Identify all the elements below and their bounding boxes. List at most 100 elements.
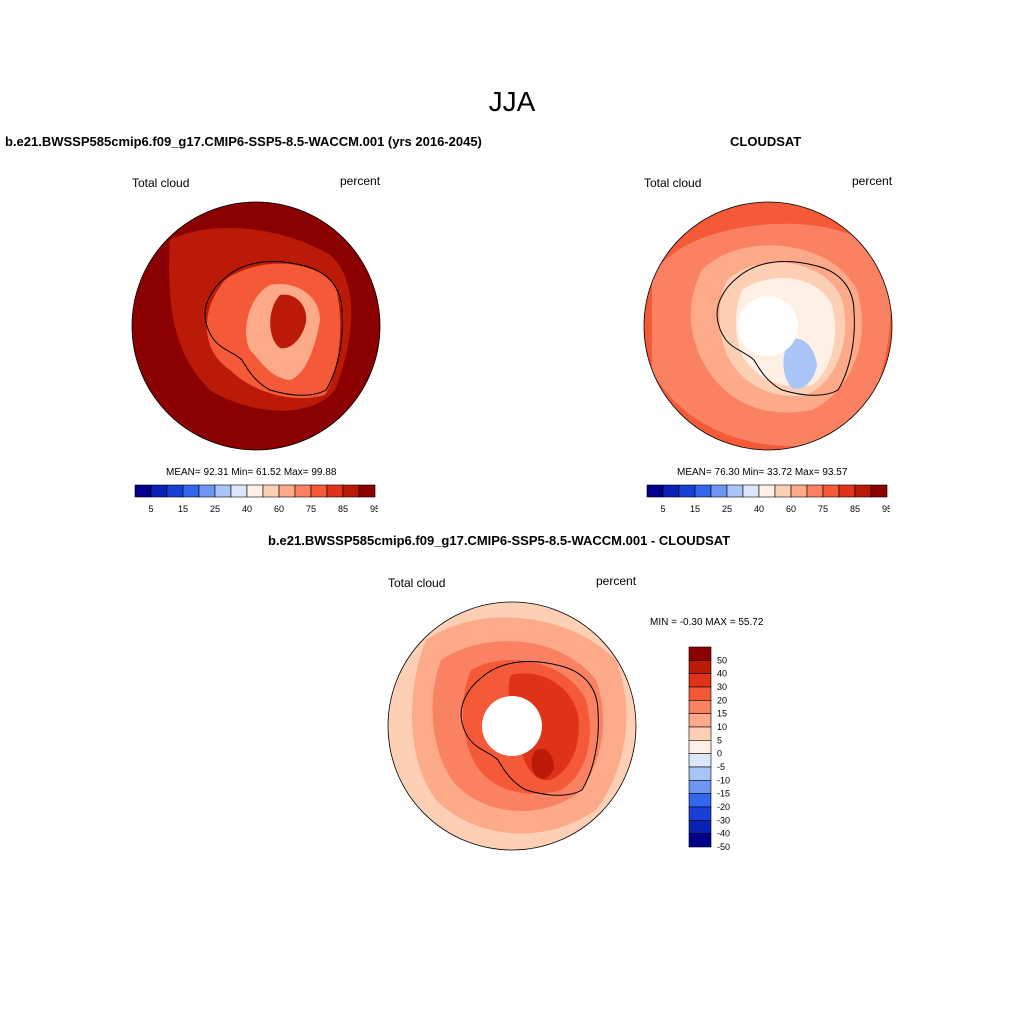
colorbar-label: -30 bbox=[717, 815, 730, 825]
colorbar-swatch bbox=[294, 484, 312, 498]
colorbar-swatch bbox=[150, 484, 168, 498]
colorbar-swatch bbox=[688, 780, 712, 794]
panel1-coastline bbox=[204, 261, 343, 396]
colorbar-swatch bbox=[854, 484, 872, 498]
colorbar-swatch bbox=[646, 484, 664, 498]
panel3-map bbox=[387, 601, 637, 851]
colorbar-label: 85 bbox=[850, 504, 860, 514]
colorbar-label: 75 bbox=[818, 504, 828, 514]
panel3-stats: MIN = -0.30 MAX = 55.72 bbox=[650, 617, 764, 628]
panel2-ross-ice bbox=[783, 338, 817, 389]
colorbar-label: 40 bbox=[717, 669, 727, 679]
colorbar-label: -40 bbox=[717, 829, 730, 839]
colorbar-label: 5 bbox=[717, 735, 722, 745]
colorbar-swatch bbox=[262, 484, 280, 498]
colorbar-label: 5 bbox=[660, 504, 665, 514]
colorbar-label: 15 bbox=[690, 504, 700, 514]
colorbar-swatch bbox=[806, 484, 824, 498]
colorbar-swatch bbox=[688, 740, 712, 754]
panel1-map bbox=[131, 201, 381, 451]
colorbar-swatch bbox=[688, 660, 712, 674]
colorbar-swatch bbox=[688, 713, 712, 728]
panel2-stats: MEAN= 76.30 Min= 33.72 Max= 93.57 bbox=[677, 467, 848, 478]
panel2-units: percent bbox=[852, 174, 893, 188]
colorbar-label: 75 bbox=[306, 504, 316, 514]
panel1-variable: Total cloud bbox=[132, 176, 190, 190]
colorbar-swatch bbox=[742, 484, 760, 498]
colorbar-label: 0 bbox=[717, 749, 722, 759]
colorbar-swatch bbox=[774, 484, 792, 498]
colorbar-swatch bbox=[710, 484, 728, 498]
colorbar-swatch bbox=[310, 484, 328, 498]
colorbar-swatch bbox=[688, 833, 712, 848]
colorbar-label: 15 bbox=[178, 504, 188, 514]
colorbar-swatch bbox=[688, 686, 712, 701]
colorbar-swatch bbox=[688, 700, 712, 714]
colorbar-swatch bbox=[214, 484, 232, 498]
colorbar-swatch bbox=[688, 646, 712, 661]
colorbar-swatch bbox=[246, 484, 264, 498]
colorbar-label: 30 bbox=[717, 682, 727, 692]
panel2-colorbar: 5 15 25 40 60 75 85 95 bbox=[646, 484, 890, 514]
colorbar-swatch bbox=[278, 484, 296, 498]
colorbar-swatch bbox=[134, 484, 152, 498]
colorbar-swatch bbox=[688, 726, 712, 741]
colorbar-swatch bbox=[688, 673, 712, 688]
panel2-polar-hole bbox=[738, 296, 798, 356]
colorbar-swatch bbox=[198, 484, 216, 498]
colorbar-label: -50 bbox=[717, 842, 730, 850]
colorbar-label: 50 bbox=[717, 655, 727, 665]
colorbar-label: 10 bbox=[717, 722, 727, 732]
colorbar-swatch bbox=[688, 793, 712, 808]
colorbar-swatch bbox=[230, 484, 248, 498]
panel1-units: percent bbox=[340, 174, 381, 188]
colorbar-swatch bbox=[326, 484, 344, 498]
colorbar-label: 60 bbox=[274, 504, 284, 514]
panel1-colorbar: 5 15 25 40 60 75 85 95 bbox=[134, 484, 378, 514]
panel2-coastline bbox=[716, 261, 855, 396]
panel2-variable: Total cloud bbox=[644, 176, 702, 190]
colorbar-swatch bbox=[822, 484, 840, 498]
colorbar-label: 25 bbox=[210, 504, 220, 514]
colorbar-swatch bbox=[688, 753, 712, 768]
colorbar-swatch bbox=[688, 766, 712, 781]
panel2-title: CLOUDSAT bbox=[730, 134, 802, 149]
panel1-title: b.e21.BWSSP585cmip6.f09_g17.CMIP6-SSP5-8… bbox=[5, 134, 482, 149]
panel3-variable: Total cloud bbox=[388, 576, 446, 590]
colorbar-swatch bbox=[342, 484, 360, 498]
panel2-map bbox=[643, 201, 893, 451]
panel3-max-region bbox=[531, 748, 554, 779]
colorbar-swatch bbox=[166, 484, 184, 498]
season-title: JJA bbox=[488, 86, 536, 117]
colorbar-label: 40 bbox=[754, 504, 764, 514]
colorbar-label: 95 bbox=[882, 504, 890, 514]
colorbar-swatch bbox=[758, 484, 776, 498]
colorbar-swatch bbox=[838, 484, 856, 498]
colorbar-label: 20 bbox=[717, 695, 727, 705]
colorbar-label: 85 bbox=[338, 504, 348, 514]
colorbar-swatch bbox=[662, 484, 680, 498]
colorbar-swatch bbox=[694, 484, 712, 498]
colorbar-label: -5 bbox=[717, 762, 725, 772]
panel3-title: b.e21.BWSSP585cmip6.f09_g17.CMIP6-SSP5-8… bbox=[268, 533, 731, 548]
colorbar-label: 5 bbox=[148, 504, 153, 514]
panel3-polar-hole bbox=[482, 696, 542, 756]
colorbar-swatch bbox=[870, 484, 888, 498]
colorbar-label: -15 bbox=[717, 789, 730, 799]
colorbar-label: 60 bbox=[786, 504, 796, 514]
colorbar-swatch bbox=[726, 484, 744, 498]
colorbar-swatch bbox=[790, 484, 808, 498]
colorbar-label: 40 bbox=[242, 504, 252, 514]
colorbar-swatch bbox=[678, 484, 696, 498]
panel3-units: percent bbox=[596, 574, 637, 588]
panel1-stats: MEAN= 92.31 Min= 61.52 Max= 99.88 bbox=[166, 467, 337, 478]
colorbar-label: 25 bbox=[722, 504, 732, 514]
colorbar-swatch bbox=[182, 484, 200, 498]
colorbar-label: -20 bbox=[717, 802, 730, 812]
colorbar-label: 95 bbox=[370, 504, 378, 514]
colorbar-label: 15 bbox=[717, 709, 727, 719]
colorbar-label: -10 bbox=[717, 775, 730, 785]
colorbar-swatch bbox=[688, 806, 712, 821]
panel1-plateau bbox=[270, 294, 307, 349]
